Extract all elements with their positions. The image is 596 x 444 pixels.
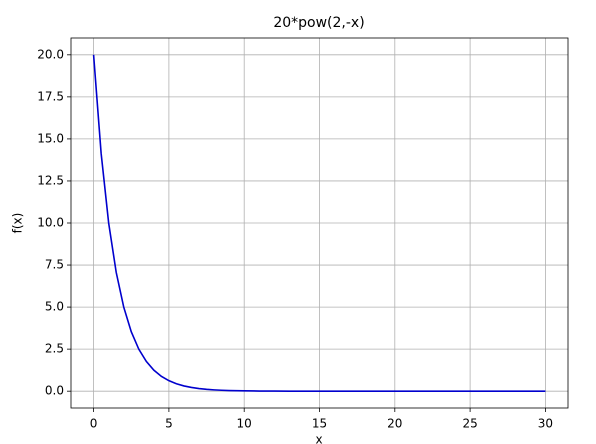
y-tick-label: 17.5 — [37, 89, 64, 103]
x-tick-label: 10 — [237, 417, 252, 431]
x-tick-label: 0 — [90, 417, 98, 431]
y-tick-label: 0.0 — [45, 384, 64, 398]
y-tick-label: 2.5 — [45, 342, 64, 356]
x-tick-label: 25 — [462, 417, 477, 431]
plot-frame — [70, 37, 569, 409]
y-tick-label: 7.5 — [45, 258, 64, 272]
chart-title: 20*pow(2,-x) — [273, 15, 364, 31]
x-tick-label: 15 — [312, 417, 327, 431]
y-axis-label: f(x) — [11, 213, 25, 234]
x-tick-label: 20 — [387, 417, 402, 431]
y-tick-label: 15.0 — [37, 131, 64, 145]
y-tick-label: 20.0 — [37, 47, 64, 61]
y-tick-label: 5.0 — [45, 300, 64, 314]
x-tick-label: 30 — [538, 417, 553, 431]
y-tick-label: 12.5 — [37, 173, 64, 187]
x-tick-label: 5 — [165, 417, 173, 431]
y-tick-label: 10.0 — [37, 216, 64, 230]
x-axis-label: x — [315, 433, 322, 444]
line — [92, 54, 546, 392]
